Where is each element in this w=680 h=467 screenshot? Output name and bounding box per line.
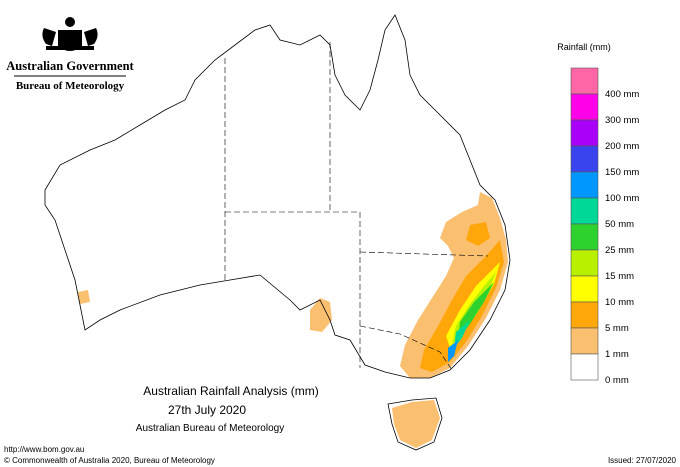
legend-swatch [570, 353, 599, 381]
legend-title: Rainfall (mm) [557, 42, 611, 52]
legend-label: 150 mm [605, 167, 639, 178]
caption-source: Australian Bureau of Meteorology [136, 423, 284, 434]
legend-swatch [570, 223, 599, 251]
legend-label: 1 mm [605, 349, 629, 360]
legend-swatch [570, 197, 599, 225]
rainfall-areas [78, 192, 508, 448]
legend-label: 15 mm [605, 271, 634, 282]
legend-swatch [570, 327, 599, 355]
legend-swatch [570, 93, 599, 121]
footer-url: http://www.bom.gov.au [4, 445, 84, 454]
legend-label: 0 mm [605, 375, 629, 386]
tasmania-coastline [387, 397, 443, 451]
legend-swatch [570, 67, 599, 95]
caption-date: 27th July 2020 [168, 403, 246, 417]
coat-of-arms [42, 17, 98, 51]
state-borders [224, 42, 489, 371]
legend-label: 5 mm [605, 323, 629, 334]
legend-label: 200 mm [605, 141, 639, 152]
legend-swatch [570, 171, 599, 199]
legend: 400 mm 300 mm 200 mm 150 mm 100 mm 50 mm 25 mm… [570, 67, 639, 386]
legend-label: 50 mm [605, 219, 634, 230]
bureau-name: Bureau of Meteorology [16, 80, 125, 92]
legend-label: 400 mm [605, 89, 639, 100]
footer-issued: Issued: 27/07/2020 [608, 456, 677, 465]
footer-copyright: © Commonwealth of Australia 2020, Bureau… [4, 456, 215, 465]
legend-label: 100 mm [605, 193, 639, 204]
legend-swatch [570, 249, 599, 277]
legend-swatch [570, 119, 599, 147]
legend-swatch [570, 145, 599, 173]
agency-name: Australian Government [6, 59, 134, 73]
legend-label: 300 mm [605, 115, 639, 126]
legend-swatch [570, 301, 599, 329]
legend-label: 10 mm [605, 297, 634, 308]
legend-label: 25 mm [605, 245, 634, 256]
caption-title: Australian Rainfall Analysis (mm) [143, 384, 318, 398]
legend-swatch [570, 275, 599, 303]
mainland-coastline [44, 14, 511, 379]
